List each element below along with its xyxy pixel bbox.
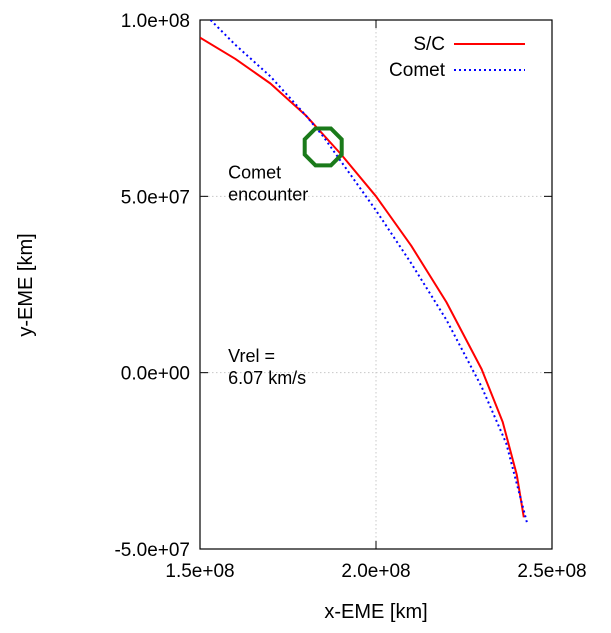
- y-tick-label: 5.0e+07: [121, 187, 190, 208]
- legend-label: S/C: [413, 34, 445, 55]
- series-layer: [200, 20, 529, 525]
- y-tick-label: 1.0e+08: [121, 11, 190, 32]
- x-axis-label: x-EME [km]: [324, 601, 427, 623]
- x-tick-label: 2.0e+08: [341, 561, 410, 582]
- annotation-line: Vrel =: [228, 346, 275, 366]
- ticks: 1.5e+08 2.0e+08 2.5e+08 -5.0e+07 0.0e+00 5.0e…: [114, 11, 586, 582]
- encounter-marker-octagon: [302, 126, 344, 168]
- annotation-line: 6.07 km/s: [228, 368, 306, 388]
- series-line-s-c: [200, 36, 525, 518]
- grid: [200, 20, 552, 549]
- x-tick-label: 2.5e+08: [517, 561, 586, 582]
- y-tick-label: -5.0e+07: [114, 540, 190, 561]
- legend-label: Comet: [389, 60, 446, 81]
- annotation-line: encounter: [228, 185, 308, 205]
- legend: S/C Comet: [389, 34, 525, 81]
- annotation-line: Comet: [228, 163, 281, 183]
- y-axis-label: y-EME [km]: [15, 233, 37, 336]
- y-tick-label: 0.0e+00: [121, 364, 190, 385]
- x-tick-label: 1.5e+08: [165, 561, 234, 582]
- marker-layer: [302, 126, 344, 168]
- series-line-comet: [209, 20, 529, 525]
